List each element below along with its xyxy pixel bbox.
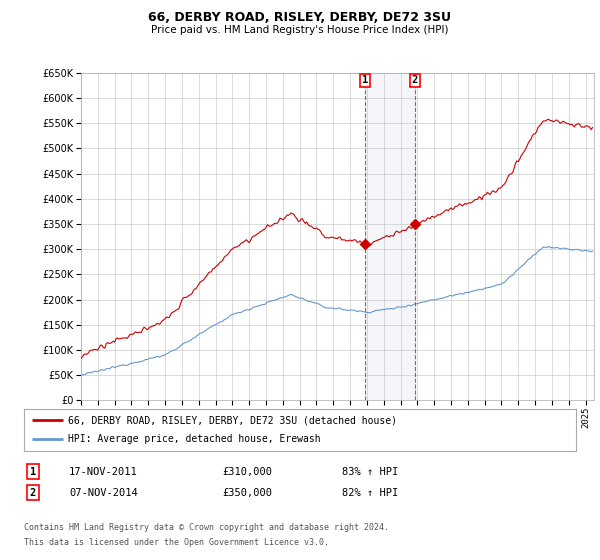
Text: 07-NOV-2014: 07-NOV-2014 [69, 488, 138, 498]
Text: 82% ↑ HPI: 82% ↑ HPI [342, 488, 398, 498]
Text: HPI: Average price, detached house, Erewash: HPI: Average price, detached house, Erew… [68, 435, 321, 445]
Text: 2: 2 [30, 488, 36, 498]
Text: 1: 1 [30, 466, 36, 477]
Text: Price paid vs. HM Land Registry's House Price Index (HPI): Price paid vs. HM Land Registry's House … [151, 25, 449, 35]
Text: 17-NOV-2011: 17-NOV-2011 [69, 466, 138, 477]
Bar [365, 73, 415, 400]
Text: 83% ↑ HPI: 83% ↑ HPI [342, 466, 398, 477]
Text: 1: 1 [362, 76, 368, 85]
Text: 66, DERBY ROAD, RISLEY, DERBY, DE72 3SU (detached house): 66, DERBY ROAD, RISLEY, DERBY, DE72 3SU … [68, 415, 397, 425]
Text: 2: 2 [412, 76, 418, 85]
Text: This data is licensed under the Open Government Licence v3.0.: This data is licensed under the Open Gov… [24, 538, 329, 547]
Text: £310,000: £310,000 [222, 466, 272, 477]
Text: Contains HM Land Registry data © Crown copyright and database right 2024.: Contains HM Land Registry data © Crown c… [24, 523, 389, 532]
Text: 66, DERBY ROAD, RISLEY, DERBY, DE72 3SU: 66, DERBY ROAD, RISLEY, DERBY, DE72 3SU [149, 11, 452, 24]
Text: £350,000: £350,000 [222, 488, 272, 498]
